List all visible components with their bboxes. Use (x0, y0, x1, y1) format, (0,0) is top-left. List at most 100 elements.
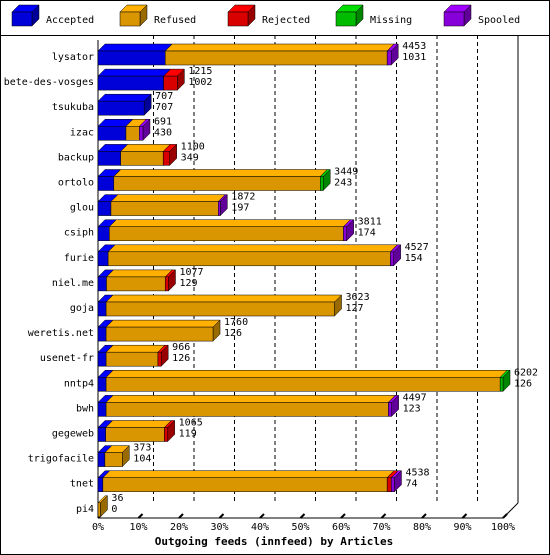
y-tick-label: nntp4 (64, 378, 94, 389)
y-tick-label: gegeweb (52, 429, 94, 440)
bar-top (97, 93, 152, 102)
bar (97, 427, 106, 442)
bar (110, 201, 219, 216)
legend-label: Accepted (46, 15, 94, 26)
accepted-label: 349 (181, 152, 199, 163)
offered-label: 1100 (181, 141, 205, 152)
legend-swatch (443, 11, 465, 27)
bar (105, 351, 159, 367)
bar (97, 75, 164, 91)
legend-label: Missing (370, 15, 412, 26)
bar (157, 351, 162, 367)
x-tick-label: 60% (332, 522, 350, 533)
y-tick-label: tsukuba (52, 102, 94, 113)
bar (97, 351, 107, 367)
accepted-label: 123 (403, 403, 421, 414)
accepted-label: 74 (405, 479, 417, 490)
bar (97, 452, 106, 467)
tick-mark (137, 513, 144, 519)
bar (499, 377, 504, 392)
bar (107, 251, 391, 267)
bar (120, 151, 164, 166)
legend-swatch (119, 11, 141, 27)
bar-top (97, 43, 173, 52)
legend-label: Refused (154, 15, 196, 26)
tick-mark (502, 513, 508, 519)
offered-label: 3623 (346, 292, 370, 303)
y-tick-label: bete-des-vosges (4, 77, 94, 88)
offered-label: 1065 (179, 418, 203, 429)
bar (386, 50, 392, 66)
bar (97, 276, 107, 292)
bar-top (107, 244, 399, 253)
y-tick-label: pi4 (76, 504, 94, 515)
offered-label: 36 (111, 493, 123, 504)
offered-label: 3811 (358, 217, 382, 228)
offered-label: 1872 (231, 192, 255, 203)
tick-mark (421, 513, 427, 519)
bar (163, 75, 178, 91)
bar (97, 201, 112, 216)
bar (97, 402, 107, 417)
accepted-label: 154 (405, 253, 423, 264)
bar (320, 176, 324, 191)
y-tick-label: niel.me (52, 278, 94, 289)
bar-top (108, 219, 352, 227)
offered-label: 707 (155, 91, 173, 102)
accepted-label: 197 (231, 203, 249, 214)
y-tick-label: weretis.net (28, 328, 94, 339)
y-tick-label: tnet (70, 479, 94, 490)
bar-top (113, 169, 328, 177)
x-tick-label: 40% (251, 522, 269, 533)
accepted-label: 430 (154, 127, 172, 138)
tick-mark (380, 513, 387, 519)
bar (102, 477, 388, 492)
y-tick-label: backup (58, 152, 94, 163)
y-tick-label: csiph (64, 228, 94, 239)
bar (97, 176, 115, 191)
y-tick-label: usenet-fr (40, 353, 94, 364)
bar (390, 251, 394, 267)
bar-top (105, 294, 343, 303)
accepted-label: 129 (179, 278, 197, 289)
bar (97, 301, 107, 317)
accepted-label: 1031 (402, 52, 426, 63)
bar (97, 151, 121, 166)
bar-top (102, 470, 395, 478)
accepted-label: 0 (111, 504, 117, 515)
legend-label: Spooled (478, 15, 520, 26)
legend-label: Rejected (262, 15, 310, 26)
x-tick-label: 90% (453, 522, 471, 533)
accepted-label: 126 (514, 378, 532, 389)
legend-swatch (11, 11, 33, 27)
bar-top (105, 420, 173, 428)
offered-label: 4453 (402, 41, 426, 52)
tick-mark (461, 513, 468, 519)
bar (164, 427, 168, 442)
legend-swatch (335, 11, 357, 27)
y-tick-label: izac (70, 127, 94, 138)
offered-label: 6202 (514, 367, 538, 378)
offered-label: 373 (133, 443, 151, 454)
bar (113, 176, 321, 191)
bar (97, 377, 107, 392)
bar-top (110, 194, 226, 202)
accepted-label: 1002 (188, 77, 212, 88)
offered-label: 4527 (405, 242, 429, 253)
tick-mark (218, 513, 225, 519)
y-tick-label: lysator (52, 52, 94, 63)
accepted-label: 126 (172, 353, 190, 364)
bar (386, 477, 392, 492)
bar (105, 402, 389, 417)
x-tick-label: 30% (210, 522, 228, 533)
bar-top (105, 319, 221, 328)
bar (109, 226, 344, 241)
y-tick-label: furie (64, 253, 94, 264)
bar-top (105, 269, 173, 278)
bar-top (120, 144, 171, 152)
bar-top (105, 395, 396, 403)
y-tick-label: ortolo (58, 178, 94, 189)
offered-label: 966 (172, 342, 190, 353)
